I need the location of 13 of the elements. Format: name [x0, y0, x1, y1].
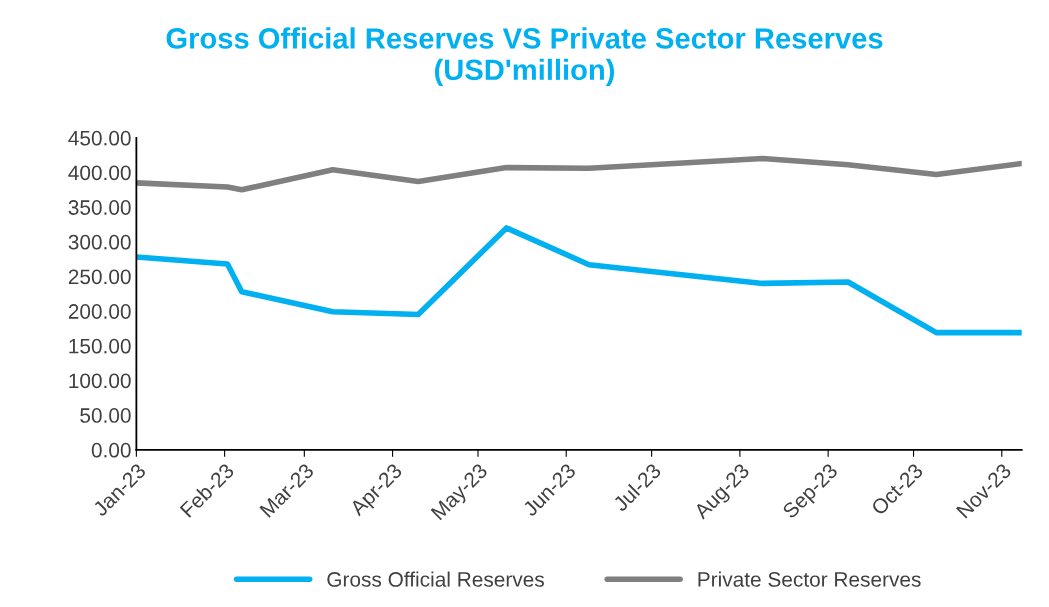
y-tick-label: 300.00 [68, 234, 131, 250]
y-tick-label: 100.00 [69, 373, 131, 389]
y-tick-label: 0.00 [91, 442, 131, 458]
y-tick-label: 450.00 [68, 130, 131, 146]
y-tick-label: 200.00 [68, 304, 131, 319]
y-tick-label: 150.00 [69, 338, 131, 354]
legend-label: Private Sector Reserves [698, 571, 921, 587]
y-tick-label: 400.00 [68, 165, 131, 181]
chart-title: Gross Official Reserves VS Private Sector Reserves (USD'million) [166, 27, 883, 86]
y-tick-label: 50.00 [80, 408, 131, 423]
legend-label: Gross Official Reserves [327, 571, 544, 587]
y-tick-label: 350.00 [68, 200, 131, 215]
y-tick-label: 250.00 [68, 269, 131, 285]
